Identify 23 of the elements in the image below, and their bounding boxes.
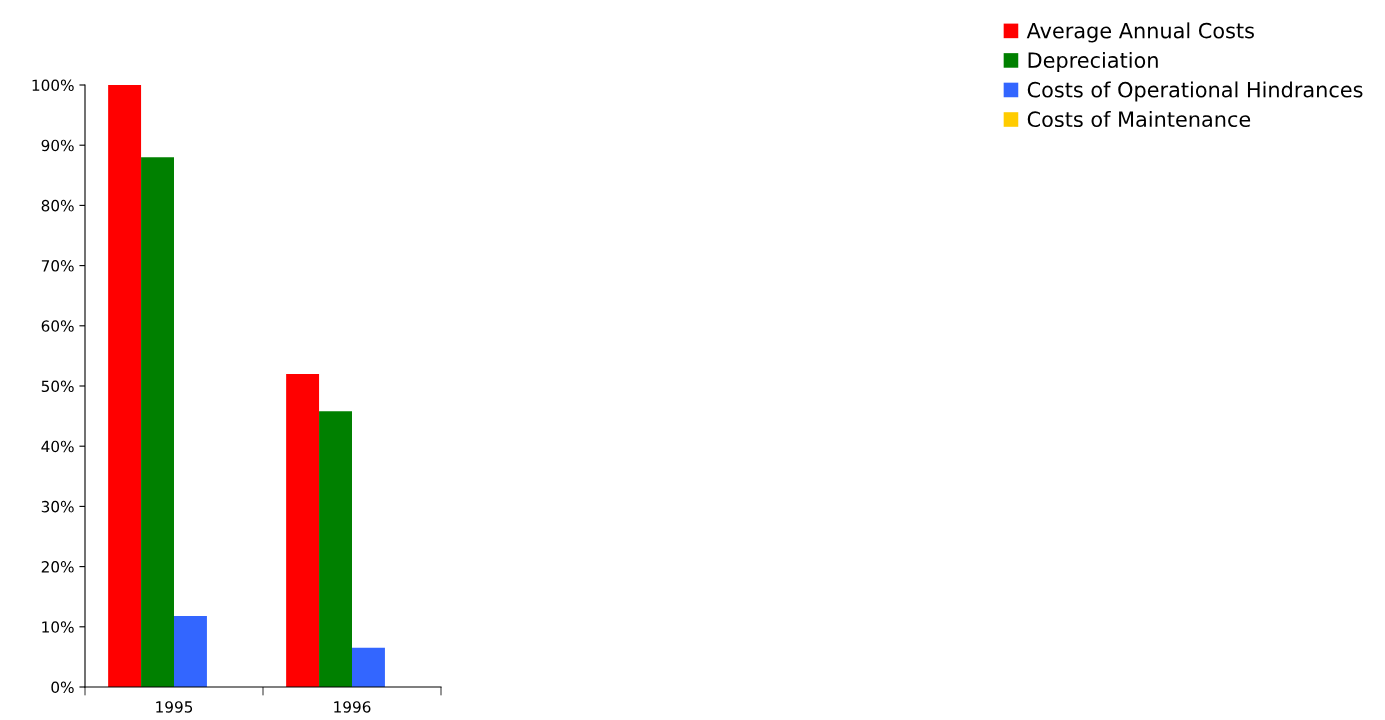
y-tick-label: 30% xyxy=(41,500,74,513)
y-tick-label: 100% xyxy=(32,79,74,92)
y-tick-label: 10% xyxy=(42,621,74,633)
x-tick-label: 1995 xyxy=(156,701,193,713)
y-tick-label: 0% xyxy=(51,681,74,694)
y-tick-label: 80% xyxy=(41,199,74,212)
y-tick-label: 60% xyxy=(41,320,74,332)
legend-label: Costs of Maintenance xyxy=(1027,110,1251,128)
bar xyxy=(352,647,385,687)
bar xyxy=(286,373,320,687)
legend-label: Average Annual Costs xyxy=(1026,22,1254,43)
y-tick-label: 20% xyxy=(41,561,74,573)
y-tick-label: 90% xyxy=(41,139,74,152)
bar xyxy=(319,411,352,687)
legend-label: Depreciation xyxy=(1028,51,1158,73)
y-tick-label: 40% xyxy=(41,440,74,453)
bar xyxy=(141,157,174,687)
y-tick-label: 70% xyxy=(41,260,74,272)
y-tick-label: 50% xyxy=(41,380,74,393)
bar xyxy=(108,85,142,687)
legend-label: Costs of Operational Hindrances xyxy=(1027,81,1363,102)
bar xyxy=(174,615,207,687)
x-tick-label: 1996 xyxy=(334,701,371,713)
